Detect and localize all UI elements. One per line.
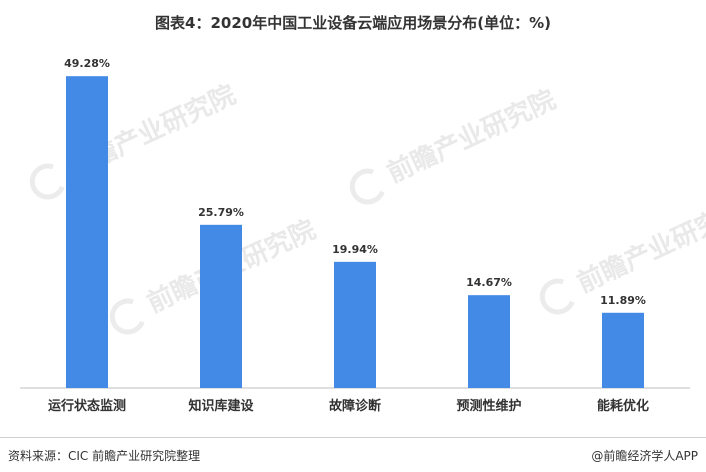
category-label-1: 运行状态监测 [48,398,126,414]
bar-1 [66,76,108,388]
bar-chart: 49.28% 运行状态监测 25.79% 知识库建设 19.94% 故障诊断 14.67% 预… [20,57,690,414]
bar-5 [602,312,644,388]
brand-label: @前瞻经济学人APP [591,449,698,463]
bar-4 [468,295,510,388]
data-label-2: 25.79% [198,206,244,219]
category-label-5: 能耗优化 [597,398,649,414]
category-label-3: 故障诊断 [329,398,381,414]
data-label-1: 49.28% [64,57,110,70]
category-label-2: 知识库建设 [188,398,254,414]
data-label-3: 19.94% [332,243,378,256]
bar-2 [200,224,242,388]
bar-3 [334,261,376,388]
data-label-5: 11.89% [600,294,646,307]
chart-title: 图表4：2020年中国工业设备云端应用场景分布(单位：%) [155,14,551,32]
footer-divider [0,437,706,438]
data-label-4: 14.67% [466,276,512,289]
source-note: 资料来源：CIC 前瞻产业研究院整理 [8,449,201,463]
category-label-4: 预测性维护 [456,398,521,414]
